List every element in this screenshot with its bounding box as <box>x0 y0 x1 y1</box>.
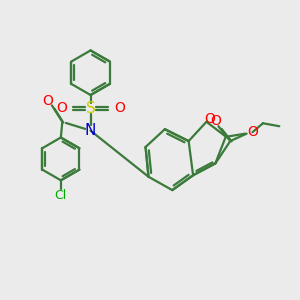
Text: O: O <box>204 112 215 126</box>
Text: O: O <box>114 101 125 116</box>
Text: N: N <box>85 123 96 138</box>
Text: O: O <box>210 114 221 128</box>
Text: O: O <box>42 94 53 108</box>
Text: S: S <box>86 101 95 116</box>
Text: O: O <box>56 101 67 116</box>
Text: Cl: Cl <box>55 189 67 202</box>
Text: O: O <box>248 125 259 139</box>
